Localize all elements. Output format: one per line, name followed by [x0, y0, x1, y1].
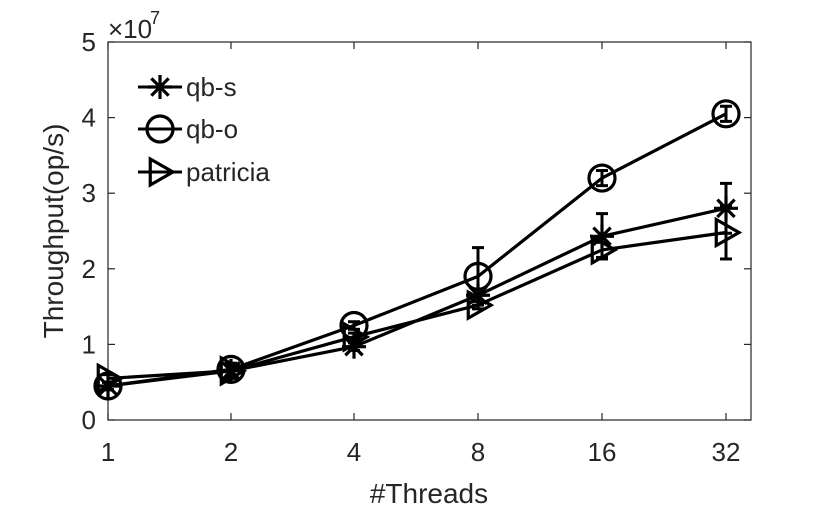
data-point-triangle-right — [714, 216, 743, 249]
data-point-triangle-right — [590, 234, 619, 266]
error-bar — [720, 204, 732, 261]
plot-area-frame — [107, 41, 752, 421]
data-point-triangle-right — [342, 321, 371, 353]
x-tick-label: 16 — [588, 437, 617, 467]
legend-label-patricia: patricia — [186, 157, 270, 187]
y-tick-label: 3 — [82, 178, 96, 208]
x-axis-label: #Threads — [370, 478, 488, 509]
legend-marker-circle — [145, 114, 175, 144]
x-tick-label: 1 — [101, 437, 115, 467]
y-axis-multiplier: ×10 — [108, 14, 152, 44]
series-line — [107, 112, 727, 388]
legend-marker-circle — [145, 114, 175, 144]
legend-marker-triangle-right — [148, 156, 177, 188]
data-point-triangle-right — [96, 362, 125, 395]
data-point-circle — [93, 371, 123, 401]
series-layer — [93, 99, 743, 401]
legend-label-qb-s: qb-s — [186, 72, 237, 102]
data-point-circle — [587, 163, 617, 193]
data-point-triangle-right — [466, 289, 495, 321]
series-qb-o — [93, 99, 741, 401]
legend-marker-asterisk — [148, 75, 172, 99]
x-axis-ticks: 1 2 4 8 16 32 — [101, 42, 741, 467]
data-point-triangle-right — [219, 355, 248, 387]
x-tick-label: 32 — [712, 437, 741, 467]
y-tick-label: 2 — [82, 254, 96, 284]
data-point-circle — [463, 261, 493, 291]
legend: qb-s qb-o patricia — [138, 72, 270, 188]
y-tick-label: 4 — [82, 103, 96, 133]
x-tick-label: 8 — [471, 437, 485, 467]
legend-marker-triangle-right — [148, 156, 177, 188]
y-tick-label: 0 — [82, 405, 96, 435]
data-point-circle — [711, 99, 741, 129]
y-axis-multiplier-exponent: 7 — [150, 8, 160, 28]
series-line — [107, 206, 727, 388]
legend-marker-asterisk — [148, 75, 172, 99]
x-tick-label: 2 — [224, 437, 238, 467]
y-axis-label: Throughput(op/s) — [38, 124, 69, 339]
y-tick-label: 5 — [82, 27, 96, 57]
series-qb-s — [96, 181, 738, 398]
series-line — [107, 230, 727, 381]
y-axis-ticks: 0 1 2 3 4 5 — [82, 27, 751, 435]
y-tick-label: 1 — [82, 329, 96, 359]
error-bar — [596, 169, 608, 188]
x-tick-label: 4 — [347, 437, 361, 467]
series-patricia — [96, 204, 743, 395]
legend-label-qb-o: qb-o — [186, 114, 238, 144]
error-bar — [720, 104, 732, 123]
